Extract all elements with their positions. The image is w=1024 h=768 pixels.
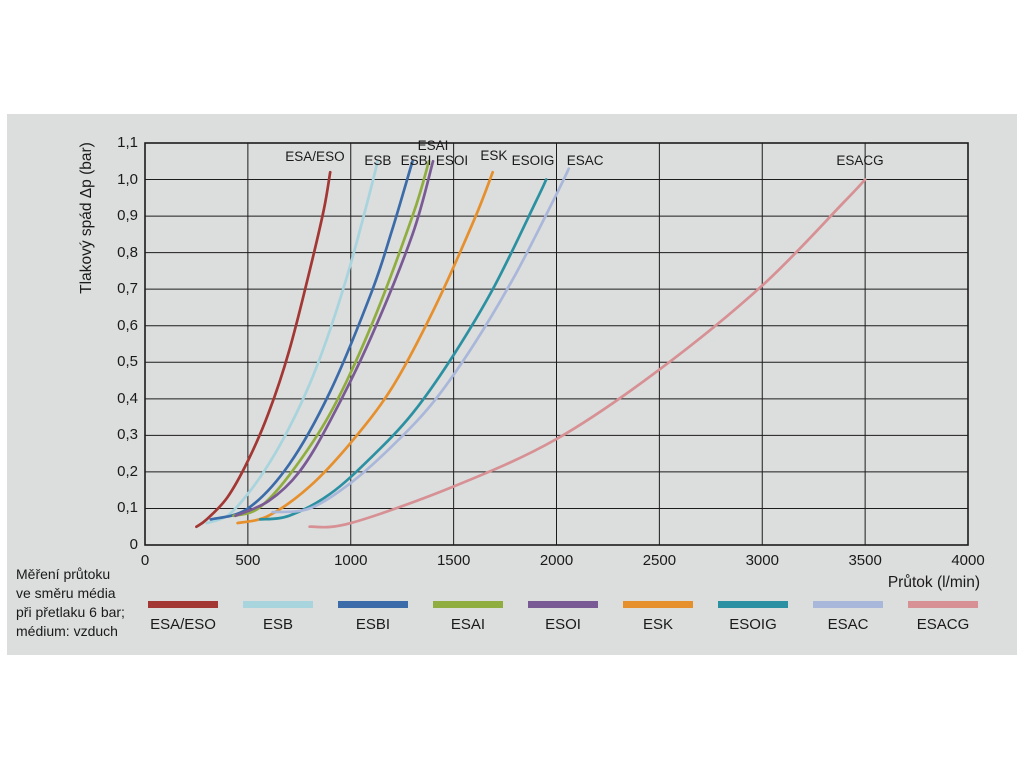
legend-swatch-esb	[243, 601, 313, 608]
x-tick-label: 4000	[951, 552, 985, 569]
curve-label-esai: ESAI	[417, 138, 449, 154]
series-curve-esbi	[209, 159, 414, 521]
note-line-4: médium: vzduch	[16, 623, 118, 639]
curve-label-esk: ESK	[480, 147, 508, 163]
y-tick-label: 0,5	[117, 353, 138, 371]
legend-swatch-esoi	[528, 601, 598, 608]
y-tick-label: 0	[129, 536, 138, 553]
legend-swatch-esai	[433, 601, 503, 608]
series-curve-esai	[232, 159, 431, 518]
y-tick-label: 0,2	[117, 462, 138, 480]
curve-label-esac: ESAC	[566, 153, 604, 168]
curve-label-esoig: ESOIG	[511, 153, 555, 168]
x-tick-label: 1500	[436, 552, 471, 569]
note-line-2: ve směru média	[16, 585, 116, 601]
y-tick-label: 0,1	[117, 499, 138, 517]
legend-swatch-esoig	[718, 601, 788, 608]
legend-swatch-esacg	[908, 601, 978, 608]
y-tick-label: 0,7	[117, 280, 138, 298]
y-tick-label: 1,1	[117, 134, 138, 151]
measurement-note: Měření průtoku ve směru média při přetla…	[16, 565, 125, 641]
legend-label-esk: ESK	[642, 616, 673, 633]
y-tick-label: 0,8	[117, 243, 138, 261]
x-tick-label: 0	[140, 552, 150, 569]
curve-label-esa-eso: ESA/ESO	[285, 148, 345, 164]
curve-label-esbi: ESBI	[400, 153, 432, 168]
y-tick-label: 1,0	[117, 170, 138, 188]
x-axis-title: Průtok (l/min)	[887, 574, 980, 591]
series-curve-esoi	[234, 159, 435, 518]
x-tick-label: 3500	[848, 552, 882, 569]
legend-swatch-esbi	[338, 601, 408, 608]
note-line-1: Měření průtoku	[16, 566, 111, 582]
series-curve-esacg	[308, 178, 867, 529]
legend-label-esoig: ESOIG	[729, 616, 777, 633]
curve-label-esoi: ESOI	[435, 153, 469, 168]
x-tick-label: 2500	[642, 552, 677, 569]
legend-swatch-esac	[813, 601, 883, 608]
y-tick-label: 0,6	[117, 316, 138, 334]
legend-label-esoi: ESOI	[545, 616, 581, 633]
plot-border	[144, 142, 969, 546]
legend-label-esac: ESAC	[827, 616, 869, 633]
y-tick-label: 0,3	[117, 426, 138, 444]
curve-label-esb: ESB	[364, 153, 392, 168]
legend-label-esai: ESAI	[450, 616, 486, 633]
series-curve-esa-eso	[195, 170, 332, 529]
chart-panel	[7, 114, 1017, 655]
legend-label-esb: ESB	[262, 616, 293, 633]
note-line-3: při přetlaku 6 bar;	[16, 604, 125, 620]
x-tick-label: 2000	[539, 552, 574, 569]
series-curve-esb	[205, 159, 379, 525]
x-tick-label: 500	[235, 552, 261, 569]
legend-label-esacg: ESACG	[916, 616, 970, 633]
y-tick-label: 0,4	[117, 389, 138, 407]
y-tick-label: 0,9	[117, 207, 138, 225]
legend-label-esa-eso: ESA/ESO	[150, 616, 216, 633]
x-tick-label: 3000	[745, 552, 779, 569]
curve-label-esacg: ESACG	[836, 153, 884, 168]
series-curve-esac	[271, 167, 571, 514]
x-tick-label: 1000	[334, 552, 368, 569]
legend-swatch-esk	[623, 601, 693, 608]
legend-label-esbi: ESBI	[355, 616, 391, 633]
legend-swatch-esa-eso	[148, 601, 218, 608]
